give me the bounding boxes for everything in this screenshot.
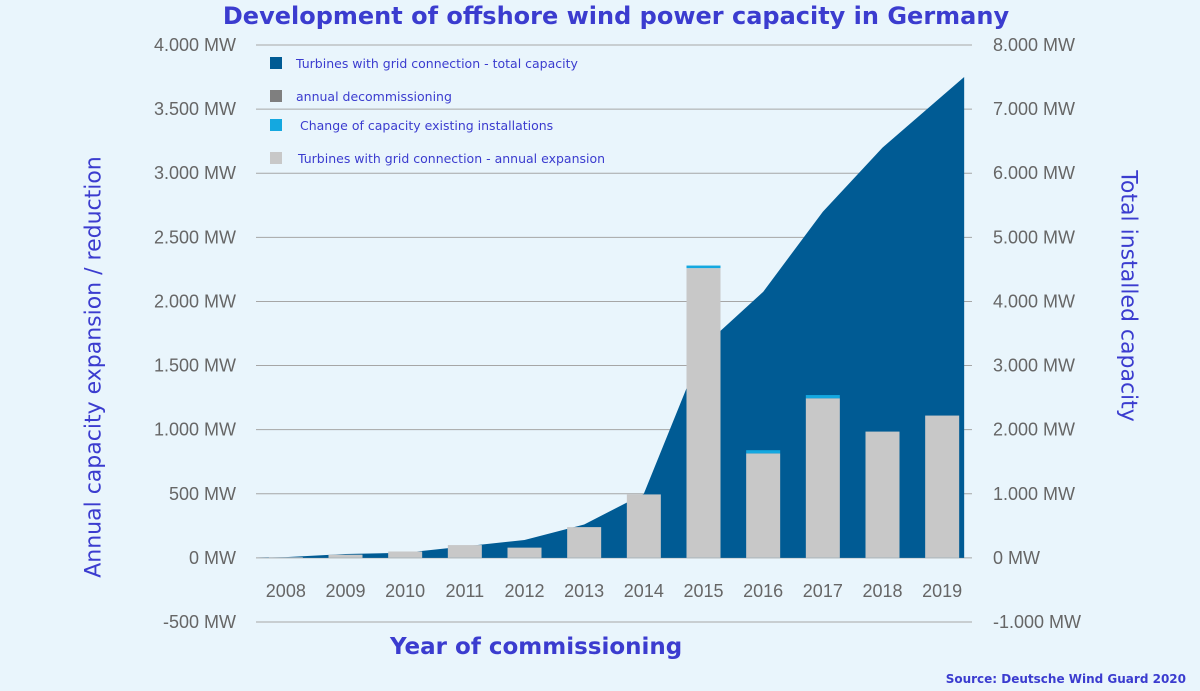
y-right-tick-label: 2.000 MW [993, 420, 1075, 440]
legend-swatch [270, 119, 282, 131]
expansion-bar [388, 551, 423, 558]
x-tick-label: 2013 [564, 581, 604, 601]
x-tick-label: 2011 [445, 581, 484, 601]
y-right-tick-label: 0 MW [993, 548, 1040, 568]
y-left-tick-label: 1.000 MW [154, 420, 236, 440]
y-left-tick-labels: -500 MW 0 MW 500 MW 1.000 MW 1.500 MW 2.000 M… [154, 35, 236, 632]
legend: Turbines with grid connection - total ca… [270, 56, 605, 166]
expansion-bar [805, 398, 840, 558]
y-right-tick-labels: -1.000 MW 0 MW 1.000 MW 2.000 MW 3.000 MW 4.0… [993, 35, 1081, 632]
expansion-bar [567, 527, 602, 558]
y-left-tick-label: 2.000 MW [154, 291, 236, 311]
capacity-change-bar [746, 450, 781, 454]
expansion-bar [686, 268, 721, 558]
x-tick-label: 2016 [743, 581, 783, 601]
x-tick-label: 2015 [683, 581, 723, 601]
y-right-tick-label: 5.000 MW [993, 227, 1075, 247]
y-left-tick-label: 2.500 MW [154, 227, 236, 247]
y-right-tick-label: 3.000 MW [993, 356, 1075, 376]
capacity-change-bar [686, 265, 721, 269]
x-tick-label: 2008 [266, 581, 306, 601]
expansion-bar [328, 554, 363, 558]
expansion-bar [268, 557, 303, 558]
y-right-tick-label: 7.000 MW [993, 99, 1075, 119]
y-left-tick-label: 1.500 MW [154, 356, 236, 376]
legend-swatch [270, 152, 282, 164]
y-right-tick-label: -1.000 MW [993, 612, 1081, 632]
x-tick-label: 2014 [624, 581, 664, 601]
x-tick-label: 2017 [803, 581, 843, 601]
expansion-bar [447, 545, 482, 558]
x-tick-label: 2012 [504, 581, 544, 601]
legend-label: annual decommissioning [296, 89, 452, 104]
y-left-tick-label: 3.000 MW [154, 163, 236, 183]
y-right-tick-label: 6.000 MW [993, 163, 1075, 183]
expansion-bar [865, 431, 900, 558]
capacity-change-bar [805, 395, 840, 399]
y-right-tick-label: 1.000 MW [993, 484, 1075, 504]
y-right-tick-label: 4.000 MW [993, 291, 1075, 311]
total-capacity-area [258, 77, 965, 558]
x-tick-label: 2009 [325, 581, 365, 601]
bar-series [268, 265, 960, 558]
expansion-bar [626, 494, 661, 558]
y-left-tick-label: 3.500 MW [154, 99, 236, 119]
x-tick-label: 2018 [862, 581, 902, 601]
legend-label: Turbines with grid connection - total ca… [295, 56, 579, 71]
legend-label: Turbines with grid connection - annual e… [297, 151, 605, 166]
x-tick-label: 2019 [922, 581, 962, 601]
expansion-bar [507, 547, 542, 558]
source-note: Source: Deutsche Wind Guard 2020 [945, 672, 1186, 686]
y-left-tick-label: -500 MW [163, 612, 236, 632]
y-left-tick-label: 500 MW [169, 484, 236, 504]
legend-label: Change of capacity existing installation… [300, 118, 553, 133]
x-tick-labels: 2008 2009 2010 2011 2012 2013 2014 2015 2016 2017… [266, 581, 962, 601]
total-capacity-area-shape [258, 77, 965, 558]
y-left-tick-label: 0 MW [189, 548, 236, 568]
legend-swatch [270, 90, 282, 102]
x-tick-label: 2010 [385, 581, 425, 601]
chart-title: Development of offshore wind power capac… [222, 2, 1010, 30]
expansion-bar [746, 453, 781, 558]
expansion-bar [925, 415, 960, 558]
x-axis-label: Year of commissioning [390, 634, 683, 660]
y-right-tick-label: 8.000 MW [993, 35, 1075, 55]
legend-swatch [270, 57, 282, 69]
y-left-tick-label: 4.000 MW [154, 35, 236, 55]
